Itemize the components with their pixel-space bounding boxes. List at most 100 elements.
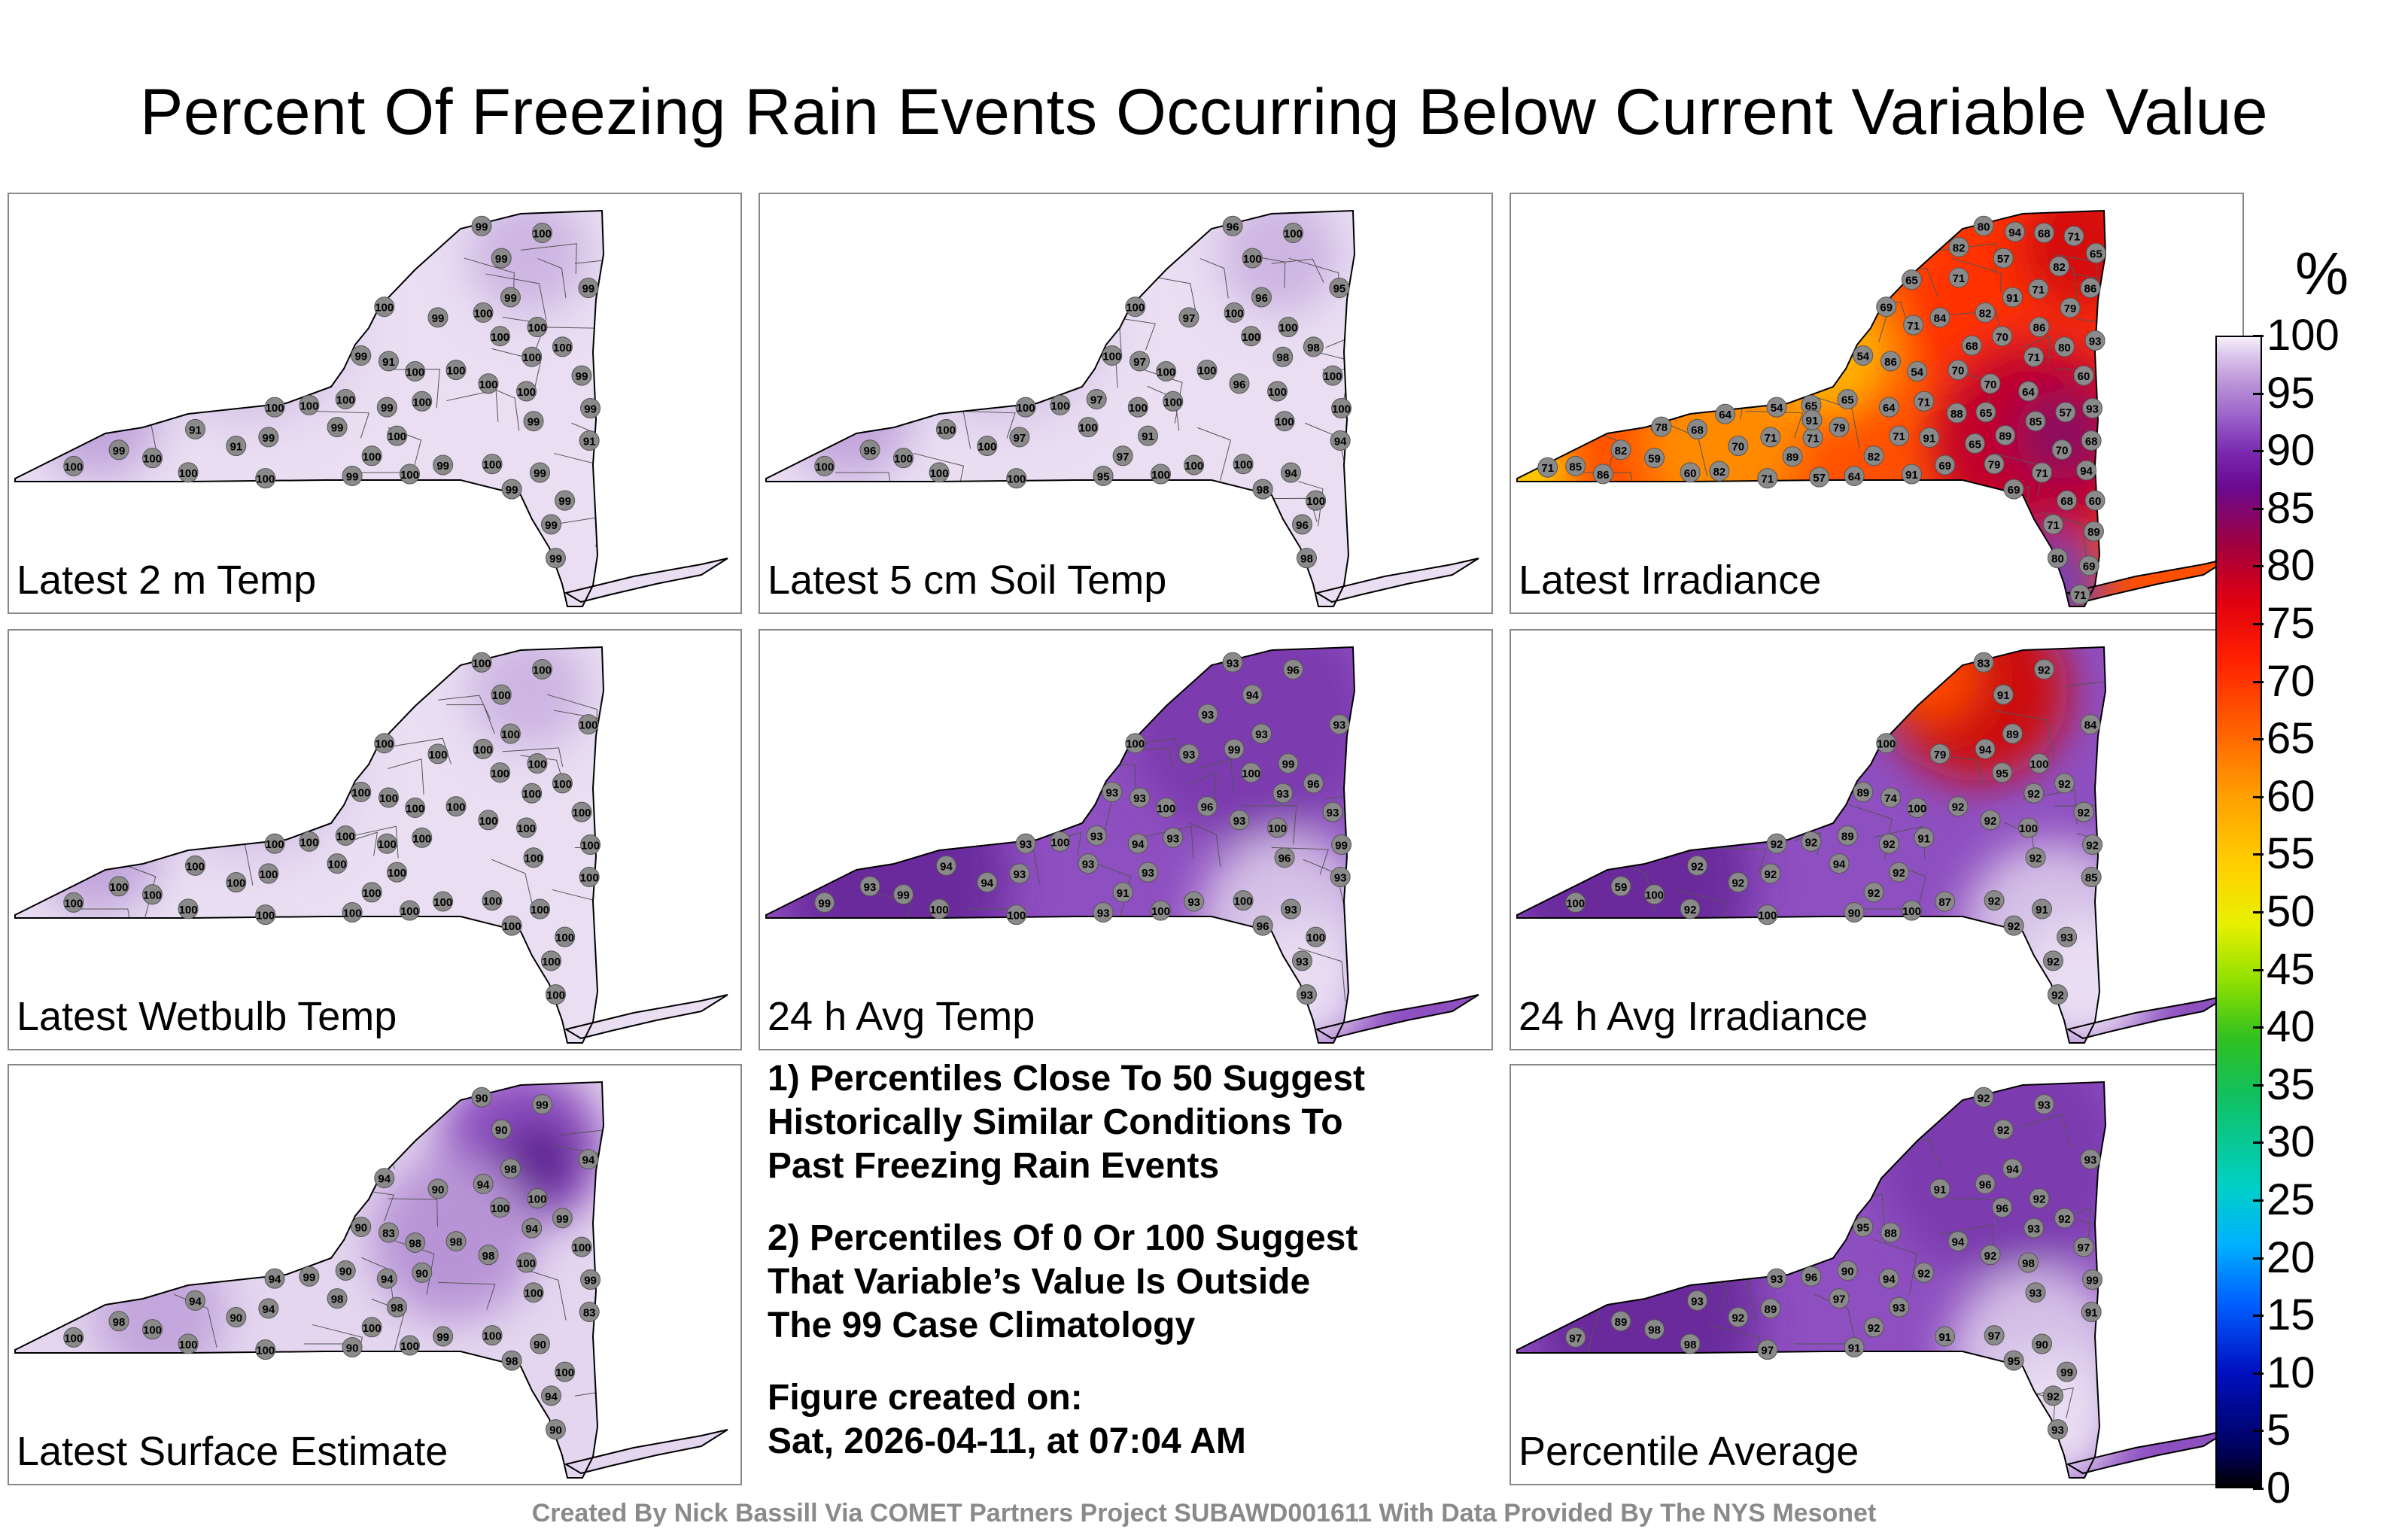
station-value: 100	[1877, 738, 1896, 751]
station-value: 65	[1905, 275, 1918, 287]
station-value: 100	[531, 904, 549, 916]
station-marker: 100	[540, 950, 561, 971]
station-value: 94	[1334, 435, 1347, 448]
station-marker: 98	[2018, 1252, 2039, 1273]
station-value: 100	[64, 1332, 83, 1345]
station-value: 100	[555, 1366, 574, 1379]
station-marker: 99	[108, 439, 129, 460]
station-marker: 100	[1233, 454, 1254, 475]
station-value: 100	[894, 453, 913, 466]
station-marker: 97	[1178, 307, 1199, 328]
station-marker: 99	[2082, 1269, 2103, 1290]
station-marker: 100	[471, 652, 492, 673]
station-marker: 60	[2084, 490, 2105, 511]
colorbar-tick-mark	[2253, 1141, 2264, 1144]
station-value: 96	[1805, 1271, 1818, 1284]
colorbar-tick-mark	[2253, 968, 2264, 971]
station-value: 98	[1648, 1324, 1661, 1337]
station-value: 100	[977, 441, 996, 454]
station-marker: 96	[1229, 373, 1250, 394]
station-value: 100	[1151, 469, 1170, 482]
station-marker: 93	[1197, 704, 1218, 725]
station-value: 100	[433, 896, 452, 909]
station-marker: 60	[2073, 365, 2094, 386]
station-value: 100	[1050, 400, 1069, 412]
station-value: 100	[492, 689, 511, 702]
station-marker: 93	[1281, 898, 1302, 919]
station-value: 86	[1884, 356, 1897, 369]
station-value: 100	[64, 460, 83, 473]
station-value: 100	[1275, 416, 1294, 429]
station-value: 100	[1225, 307, 1244, 320]
station-marker: 100	[527, 317, 548, 338]
station-marker: 94	[376, 1268, 397, 1289]
station-marker: 100	[527, 1188, 548, 1209]
station-value: 91	[1923, 432, 1936, 445]
station-marker: 99	[491, 248, 512, 269]
station-marker: 99	[578, 278, 599, 299]
station-marker: 100	[1267, 817, 1288, 838]
station-marker: 93	[1102, 781, 1123, 802]
station-value: 100	[143, 453, 162, 466]
station-value: 97	[1183, 312, 1196, 325]
ny-state-map: 8280869184866871707171656480827171546954…	[1516, 209, 2230, 607]
panel-label: Latest 5 cm Soil Temp	[768, 558, 1167, 603]
station-value: 92	[1765, 868, 1777, 881]
station-value: 79	[1833, 422, 1846, 435]
station-value: 57	[1813, 472, 1826, 485]
station-value: 71	[1907, 320, 1920, 333]
station-value: 100	[1234, 895, 1253, 908]
station-marker: 97	[2073, 1236, 2094, 1257]
station-marker: 70	[1728, 436, 1749, 457]
station-marker: 91	[1929, 1178, 1950, 1199]
station-value: 82	[1953, 242, 1966, 254]
station-value: 91	[1806, 415, 1819, 427]
station-marker: 92	[1680, 898, 1701, 919]
station-marker: 84	[1929, 307, 1950, 328]
map-panel-2m-temp: 99 99 99 99 99 91 91 99 100 99 99 100 99 99 100 100 100 1…	[8, 193, 742, 614]
station-marker: 65	[2085, 242, 2106, 263]
station-value: 92	[2051, 989, 2064, 1002]
station-value: 97	[2078, 1242, 2090, 1254]
station-value: 79	[1934, 749, 1947, 761]
station-value: 99	[506, 484, 518, 497]
station-marker: 68	[1686, 418, 1707, 439]
station-value: 94	[189, 1295, 202, 1308]
station-value: 100	[400, 1340, 419, 1353]
station-value: 93	[1327, 807, 1339, 819]
station-value: 100	[1306, 932, 1325, 944]
station-marker: 92	[1973, 1087, 1994, 1108]
colorbar-tick-label: 90	[2267, 426, 2315, 476]
ny-state-map: 9999999999919199100999910099991001001001…	[14, 209, 728, 607]
station-marker: 100	[490, 1197, 511, 1218]
station-marker: 91	[2032, 898, 2053, 919]
station-marker: 99	[552, 1208, 573, 1229]
station-value: 100	[363, 1322, 382, 1335]
station-marker: 100	[1757, 904, 1778, 926]
station-value: 100	[524, 853, 543, 865]
station-marker: 85	[2025, 411, 2046, 432]
station-value: 100	[580, 871, 599, 884]
station-value: 100	[930, 904, 949, 916]
colorbar-tick-label: 55	[2267, 829, 2315, 879]
station-marker: 99	[531, 1093, 552, 1114]
station-value: 93	[1202, 709, 1215, 722]
station-marker: 100	[1125, 733, 1146, 754]
station-marker: 100	[178, 462, 199, 483]
station-marker: 57	[1993, 248, 2014, 269]
station-marker: 94	[1242, 684, 1263, 705]
station-value: 99	[549, 553, 562, 566]
station-value: 69	[1938, 460, 1951, 473]
station-marker: 65	[1975, 402, 1996, 423]
station-marker: 91	[184, 418, 205, 439]
station-marker: 57	[1809, 467, 1830, 488]
station-value: 100	[1268, 386, 1287, 399]
station-value: 100	[256, 1345, 275, 1357]
station-value: 98	[113, 1316, 126, 1329]
station-marker: 100	[63, 455, 84, 476]
station-marker: 100	[1150, 464, 1171, 485]
station-value: 71	[2047, 519, 2060, 532]
station-marker: 98	[1296, 548, 1317, 569]
station-value: 93	[1691, 1295, 1704, 1308]
panel-label: Latest Wetbulb Temp	[17, 994, 397, 1039]
